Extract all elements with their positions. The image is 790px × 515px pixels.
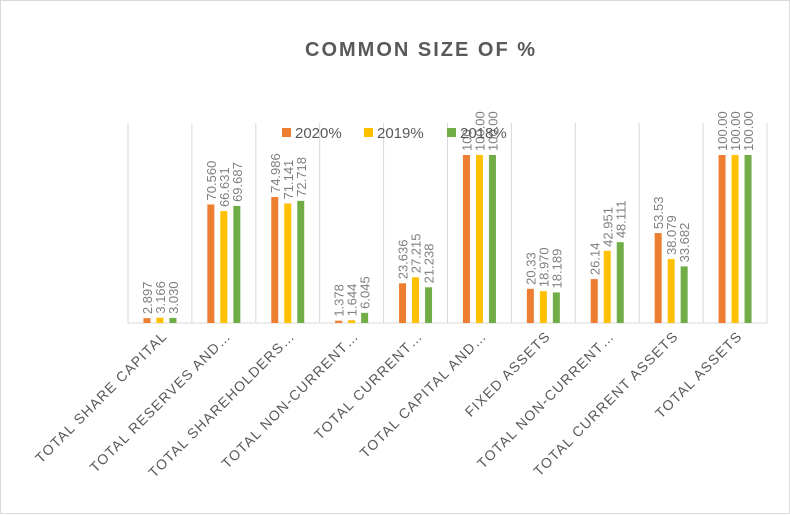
legend-swatch <box>282 128 291 137</box>
bar <box>488 155 496 323</box>
bar <box>335 320 343 323</box>
bar <box>143 318 151 323</box>
bar <box>297 200 305 323</box>
data-label: 38.079 <box>664 215 679 255</box>
legend: 2020% 2019% 2018% <box>282 125 507 142</box>
data-label: 20.33 <box>523 252 538 285</box>
legend-label: 2019% <box>377 125 424 142</box>
data-label: 18.189 <box>549 249 564 289</box>
category-label: TOTAL NON-CURRENT… <box>474 328 618 472</box>
bar <box>399 283 407 323</box>
data-label: 100.00 <box>715 111 730 151</box>
data-label: 1.378 <box>332 284 347 317</box>
data-label: 53.53 <box>651 197 666 230</box>
bar <box>731 155 739 323</box>
category-label: TOTAL CURRENT… <box>311 328 426 443</box>
chart-title: COMMON SIZE OF % <box>305 39 537 61</box>
data-label: 6.045 <box>358 276 373 309</box>
data-label: 3.030 <box>166 281 181 314</box>
bar <box>284 203 292 323</box>
bar <box>603 250 611 323</box>
data-label: 1.644 <box>345 284 360 317</box>
bar <box>412 277 420 323</box>
data-label: 71.141 <box>281 160 296 200</box>
data-label: 100 <box>459 129 474 151</box>
bar <box>526 288 534 323</box>
bar <box>348 320 356 323</box>
bar <box>744 155 752 323</box>
data-label: 33.682 <box>677 223 692 263</box>
bar <box>220 211 228 323</box>
bar <box>156 317 164 323</box>
data-label: 100.00 <box>485 111 500 151</box>
bar <box>169 317 177 323</box>
data-label: 42.951 <box>600 207 615 247</box>
data-label: 74.986 <box>268 153 283 193</box>
bar <box>207 204 215 323</box>
bar <box>654 233 662 323</box>
bar <box>271 197 279 323</box>
data-label: 21.238 <box>422 244 437 284</box>
data-label: 18.970 <box>536 247 551 287</box>
data-label: 100.00 <box>728 111 743 151</box>
data-labels: 2.897 70.560 74.986 1.378 23.636 100 20.33 26.1… <box>140 111 756 316</box>
category-label: TOTAL SHARE CAPITAL <box>32 328 170 466</box>
data-label: 2.897 <box>140 282 155 315</box>
bar <box>475 155 483 323</box>
bar <box>233 205 241 323</box>
data-label: 48.111 <box>613 200 628 238</box>
category-label: TOTAL CAPITAL AND… <box>356 328 489 461</box>
legend-label: 2020% <box>295 125 342 142</box>
data-label: 66.631 <box>217 167 232 207</box>
bar <box>425 287 433 323</box>
data-label: 69.687 <box>230 162 245 202</box>
data-label: 3.166 <box>153 281 168 314</box>
bar <box>539 291 547 323</box>
bar <box>462 155 470 323</box>
data-label: 100.00 <box>472 111 487 151</box>
legend-label: 2018% <box>460 125 507 142</box>
bar <box>680 266 688 323</box>
bar <box>616 242 624 323</box>
bar <box>667 259 675 323</box>
legend-swatch <box>364 128 373 137</box>
data-label: 26.14 <box>587 243 602 276</box>
data-label: 100.00 <box>741 111 756 151</box>
bar <box>361 312 369 323</box>
bars <box>143 155 752 323</box>
data-label: 27.215 <box>409 234 424 274</box>
data-label: 23.636 <box>396 240 411 280</box>
category-label: TOTAL NON-CURRENT… <box>218 328 362 472</box>
data-label: 72.718 <box>294 157 309 197</box>
legend-swatch <box>447 128 456 137</box>
bar <box>552 292 560 323</box>
bar <box>590 279 598 323</box>
bar <box>718 155 726 323</box>
data-label: 70.560 <box>204 161 219 201</box>
